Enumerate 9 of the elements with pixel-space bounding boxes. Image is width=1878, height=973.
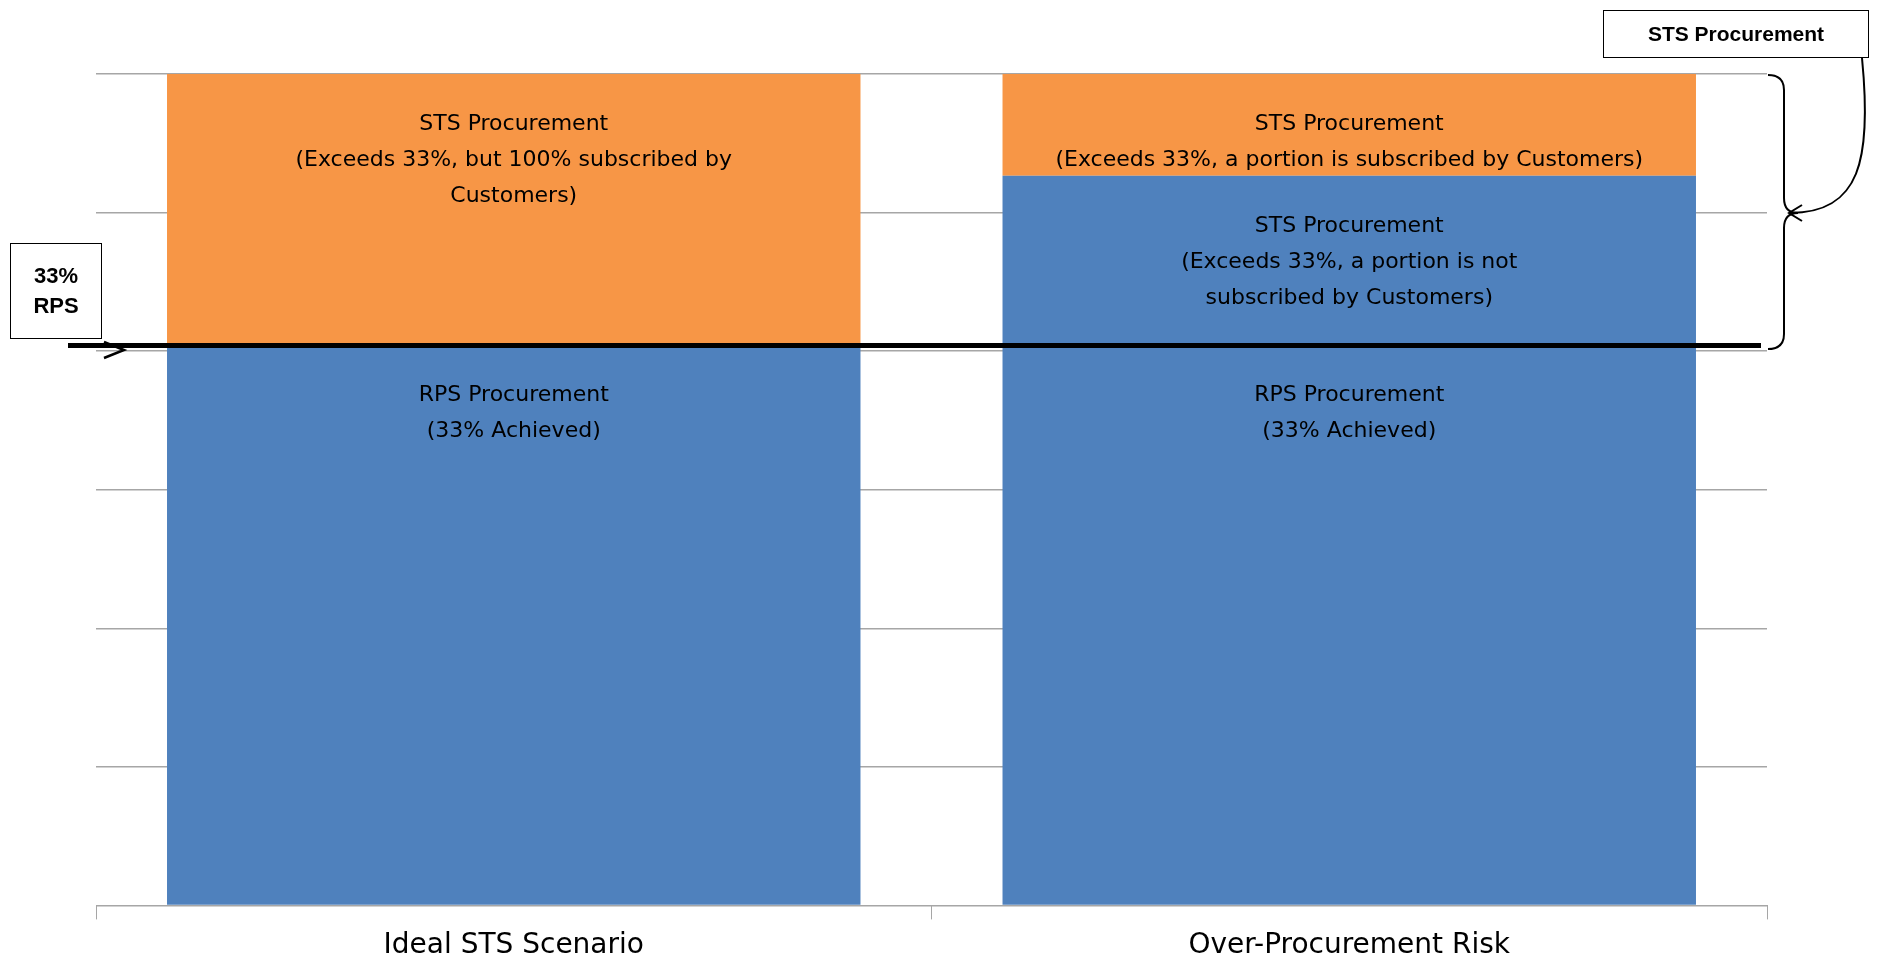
annotation: STS Procurement (Exceeds 33%, but 100% subscribed by Customers): [295, 109, 733, 207]
annotation: STS Procurement (Exceeds 33%, a portion is not subscribed by Customers): [1181, 211, 1518, 309]
data-label: RPS Procurement (33% Achieved): [1254, 381, 1445, 443]
x-tick-label: Ideal STS Scenario: [383, 927, 644, 961]
x-tick-label: Over-Procurement Risk: [1188, 927, 1511, 961]
text: STS Procurement: [1603, 10, 1869, 58]
annotation: STS Procurement (Exceeds 33%, a portion is subscribed by Customers): [1055, 109, 1644, 171]
ref-line-label: 33% RPS: [10, 243, 102, 339]
data-label: RPS Procurement (33% Achieved): [418, 381, 610, 443]
